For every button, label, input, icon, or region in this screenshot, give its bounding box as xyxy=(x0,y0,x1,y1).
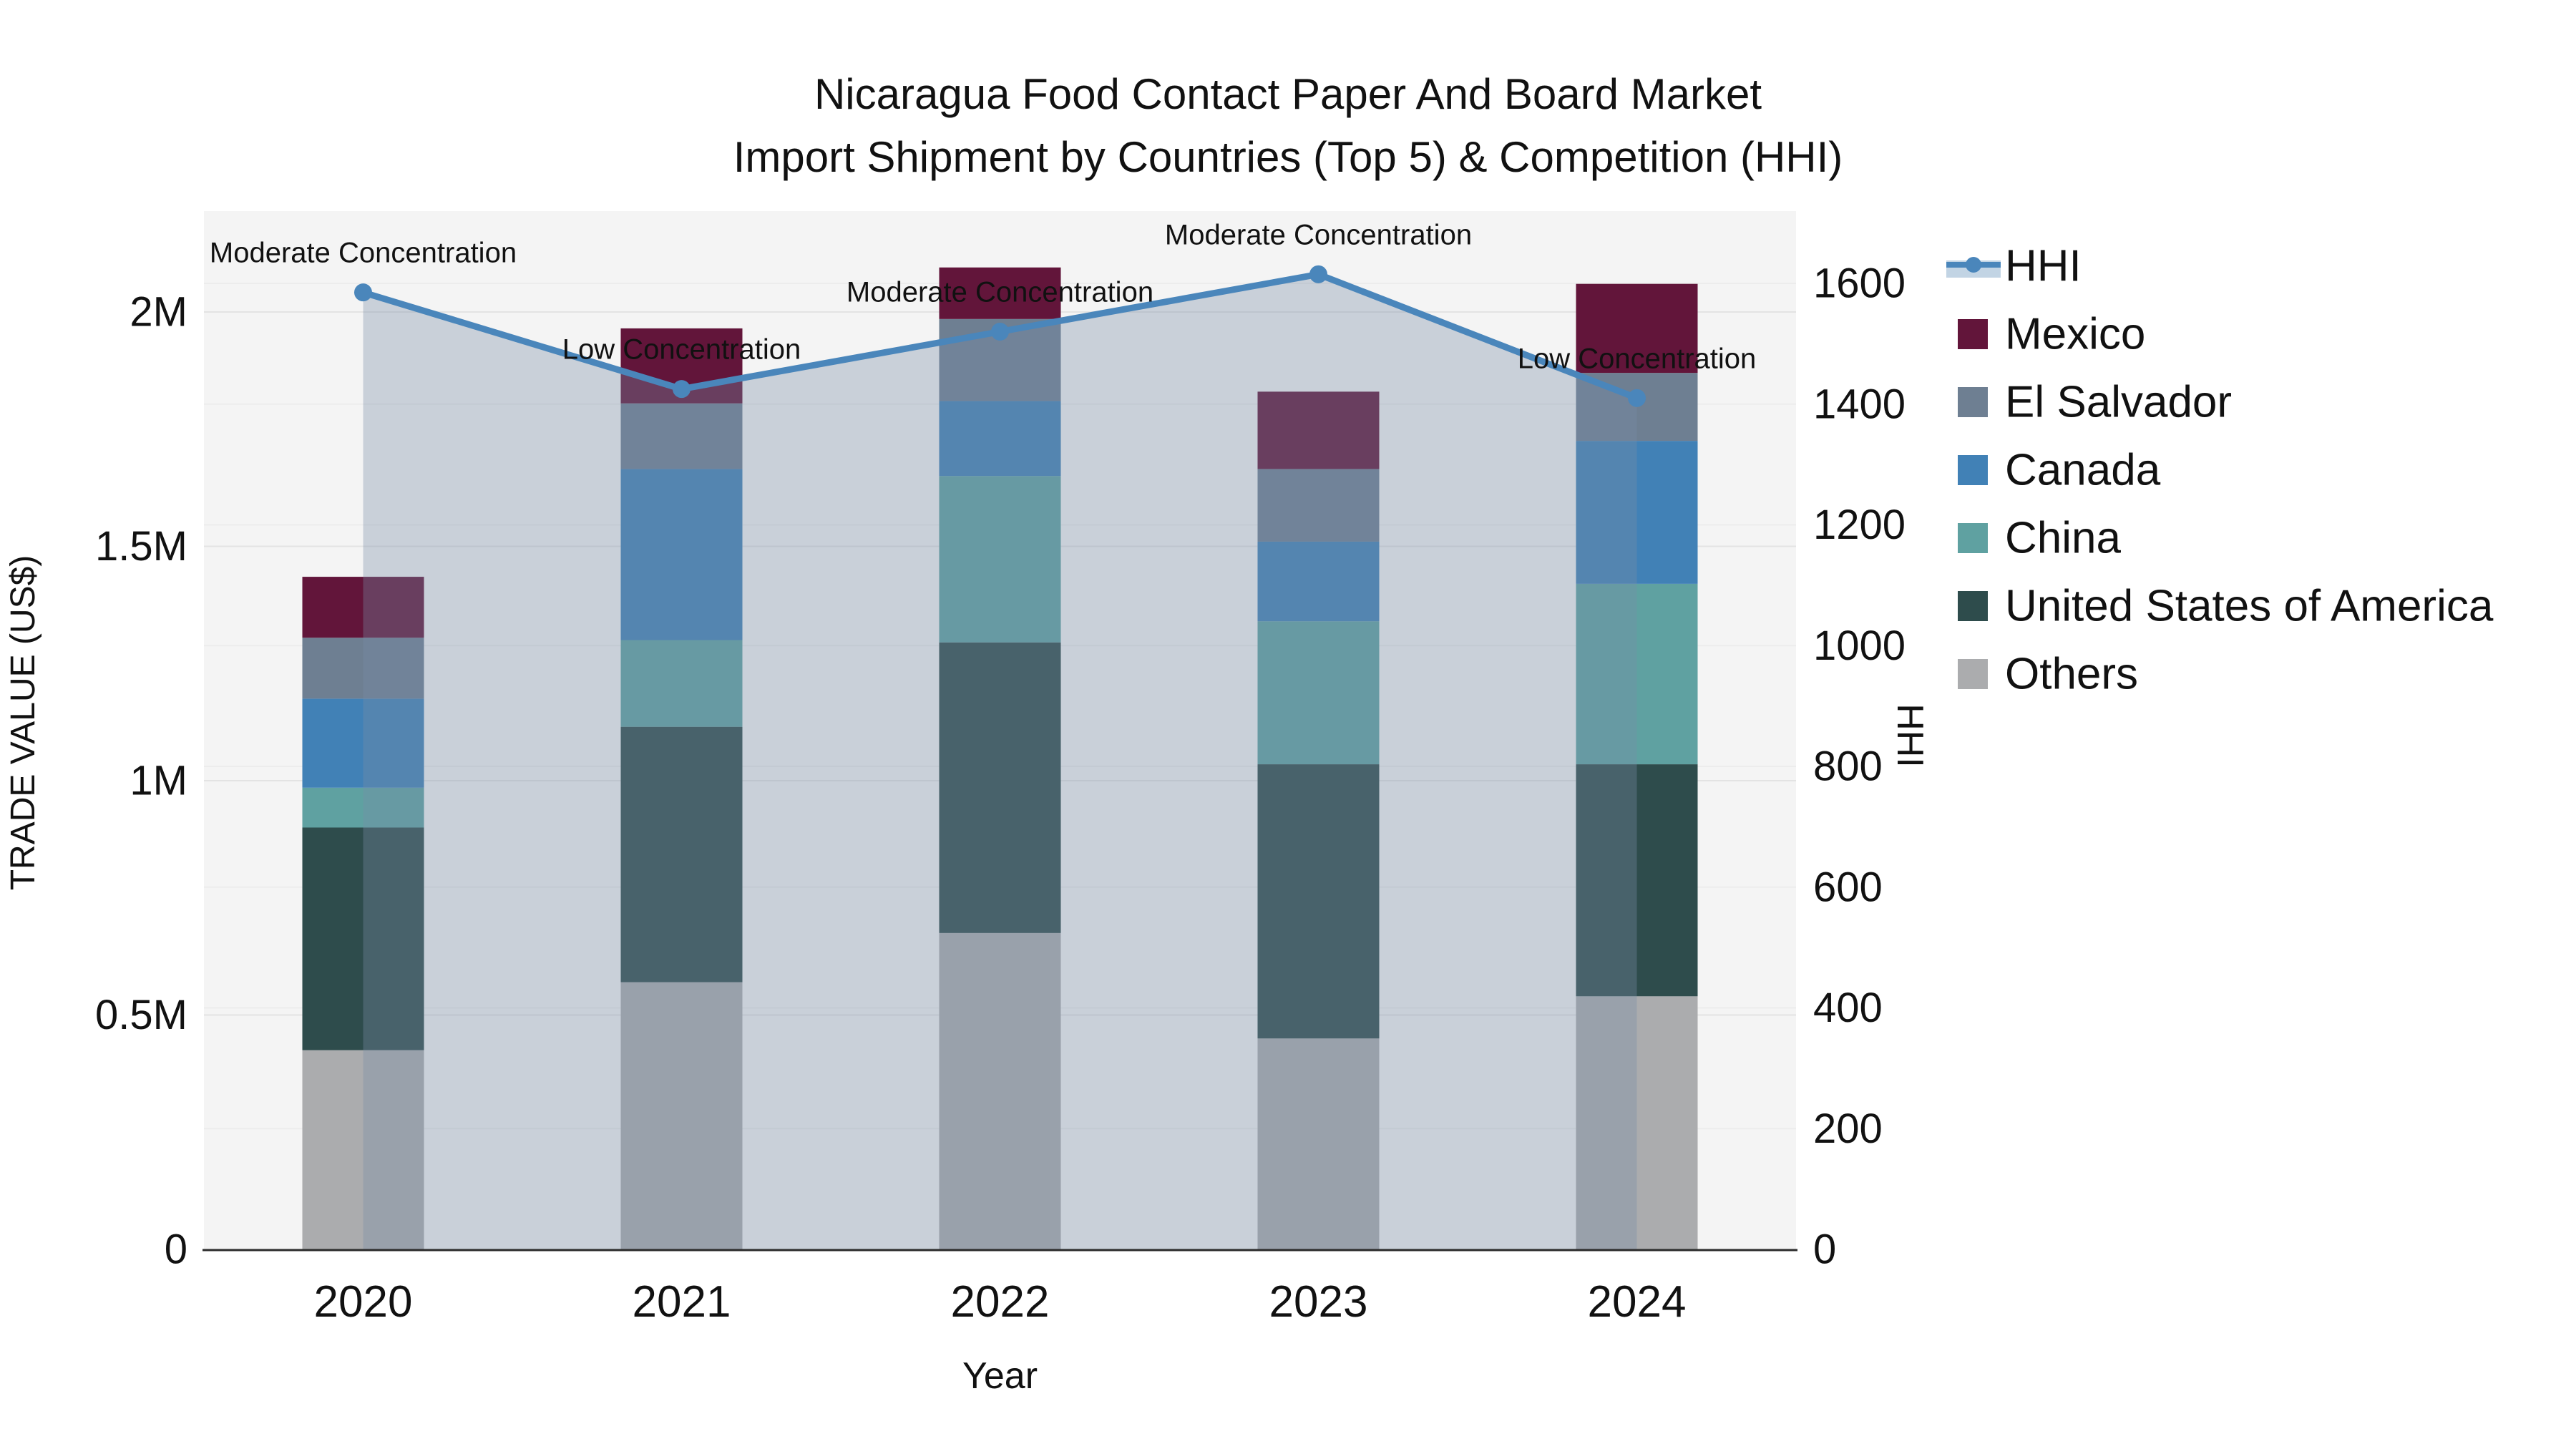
bar-segment-others-2022[interactable] xyxy=(939,932,1061,1249)
x-tick-2022: 2022 xyxy=(951,1277,1050,1327)
legend-item-united-states-of-america[interactable]: United States of America xyxy=(1958,582,2494,631)
bar-segment-united-states-of-america-2021[interactable] xyxy=(620,726,743,982)
x-tick-2021: 2021 xyxy=(633,1277,731,1327)
x-tick-2020: 2020 xyxy=(314,1277,413,1327)
legend-color-swatch xyxy=(1958,455,1988,485)
legend-item-china[interactable]: China xyxy=(1958,514,2122,563)
y-left-tick-0: 0 xyxy=(165,1226,187,1273)
bar-segment-china-2023[interactable] xyxy=(1257,621,1380,765)
bar-segment-mexico-2020[interactable] xyxy=(302,577,424,638)
annotation-2024: Low Concentration xyxy=(1518,343,1757,374)
bar-segment-others-2024[interactable] xyxy=(1576,996,1698,1249)
annotation-2023: Moderate Concentration xyxy=(1165,219,1472,250)
legend-item-mexico[interactable]: Mexico xyxy=(1958,310,2145,359)
legend-color-swatch xyxy=(1958,591,1988,621)
bar-segment-united-states-of-america-2023[interactable] xyxy=(1257,764,1380,1039)
hhi-point-2021[interactable] xyxy=(673,380,691,399)
hhi-point-2023[interactable] xyxy=(1309,265,1327,283)
y-right-tick-200: 200 xyxy=(1813,1106,1883,1152)
hhi-point-2022[interactable] xyxy=(991,323,1009,341)
bar-segment-el-salvador-2023[interactable] xyxy=(1257,469,1380,542)
legend-item-canada[interactable]: Canada xyxy=(1958,446,2161,495)
bar-segment-el-salvador-2020[interactable] xyxy=(302,638,424,699)
annotation-2020: Moderate Concentration xyxy=(210,238,517,269)
x-axis-title: Year xyxy=(962,1355,1038,1397)
bar-segment-china-2021[interactable] xyxy=(620,640,743,727)
legend-label: Others xyxy=(2005,650,2138,699)
bar-segment-canada-2022[interactable] xyxy=(939,401,1061,477)
bar-segment-united-states-of-america-2024[interactable] xyxy=(1576,764,1698,997)
bar-segment-united-states-of-america-2022[interactable] xyxy=(939,642,1061,933)
y-left-axis-title: TRADE VALUE (US$) xyxy=(4,555,42,891)
bar-segment-mexico-2022[interactable] xyxy=(939,267,1061,319)
x-tick-2024: 2024 xyxy=(1588,1277,1687,1327)
bar-segment-mexico-2023[interactable] xyxy=(1257,391,1380,469)
bar-segment-others-2021[interactable] xyxy=(620,982,743,1249)
bar-segment-mexico-2024[interactable] xyxy=(1576,283,1698,374)
annotation-2021: Low Concentration xyxy=(562,334,801,366)
legend-label: Canada xyxy=(2005,446,2161,495)
bar-segment-canada-2023[interactable] xyxy=(1257,541,1380,622)
bar-segment-others-2023[interactable] xyxy=(1257,1038,1380,1249)
legend-hhi-marker-icon xyxy=(1966,257,1981,273)
y-right-tick-0: 0 xyxy=(1813,1226,1836,1273)
y-right-tick-1600: 1600 xyxy=(1813,260,1906,307)
bar-segment-others-2020[interactable] xyxy=(302,1050,424,1249)
bar-segment-canada-2020[interactable] xyxy=(302,698,424,788)
y-right-axis-title: HHI xyxy=(1889,703,1931,768)
bar-segment-canada-2021[interactable] xyxy=(620,469,743,640)
y-right-tick-1400: 1400 xyxy=(1813,381,1906,427)
legend-color-swatch xyxy=(1958,387,1988,417)
legend-item-hhi[interactable]: HHI xyxy=(1946,242,2082,291)
chart-title-line1: Nicaragua Food Contact Paper And Board M… xyxy=(814,70,1762,118)
chart-title-line2: Import Shipment by Countries (Top 5) & C… xyxy=(733,133,1843,181)
legend-item-el-salvador[interactable]: El Salvador xyxy=(1958,378,2232,427)
y-right-tick-400: 400 xyxy=(1813,985,1883,1031)
bar-segment-china-2024[interactable] xyxy=(1576,583,1698,765)
x-tick-2023: 2023 xyxy=(1269,1277,1368,1327)
hhi-point-2020[interactable] xyxy=(354,283,372,302)
bar-segment-china-2022[interactable] xyxy=(939,476,1061,643)
bar-segment-united-states-of-america-2020[interactable] xyxy=(302,827,424,1050)
legend-label: El Salvador xyxy=(2005,378,2232,427)
legend-color-swatch xyxy=(1958,523,1988,553)
y-left-tick-1.5M: 1.5M xyxy=(95,523,187,570)
legend-item-others[interactable]: Others xyxy=(1958,650,2138,699)
legend-color-swatch xyxy=(1958,659,1988,689)
bar-segment-el-salvador-2021[interactable] xyxy=(620,403,743,469)
y-left-tick-0.5M: 0.5M xyxy=(95,992,187,1038)
y-right-tick-1000: 1000 xyxy=(1813,623,1906,669)
y-right-tick-1200: 1200 xyxy=(1813,502,1906,548)
legend-label: China xyxy=(2005,514,2122,563)
legend-label: Mexico xyxy=(2005,310,2145,359)
legend-color-swatch xyxy=(1958,319,1988,349)
y-left-tick-1M: 1M xyxy=(130,758,187,804)
y-right-tick-800: 800 xyxy=(1813,743,1883,790)
bar-series xyxy=(302,267,1698,1249)
y-left-tick-2M: 2M xyxy=(130,289,187,336)
y-right-tick-600: 600 xyxy=(1813,864,1883,910)
hhi-point-2024[interactable] xyxy=(1628,389,1646,407)
bar-segment-canada-2024[interactable] xyxy=(1576,441,1698,584)
legend-label: HHI xyxy=(2005,242,2082,291)
legend-label: United States of America xyxy=(2005,582,2494,631)
bar-segment-china-2020[interactable] xyxy=(302,787,424,828)
hhi-area-fill xyxy=(363,274,1637,1249)
annotation-2022: Moderate Concentration xyxy=(847,277,1153,308)
